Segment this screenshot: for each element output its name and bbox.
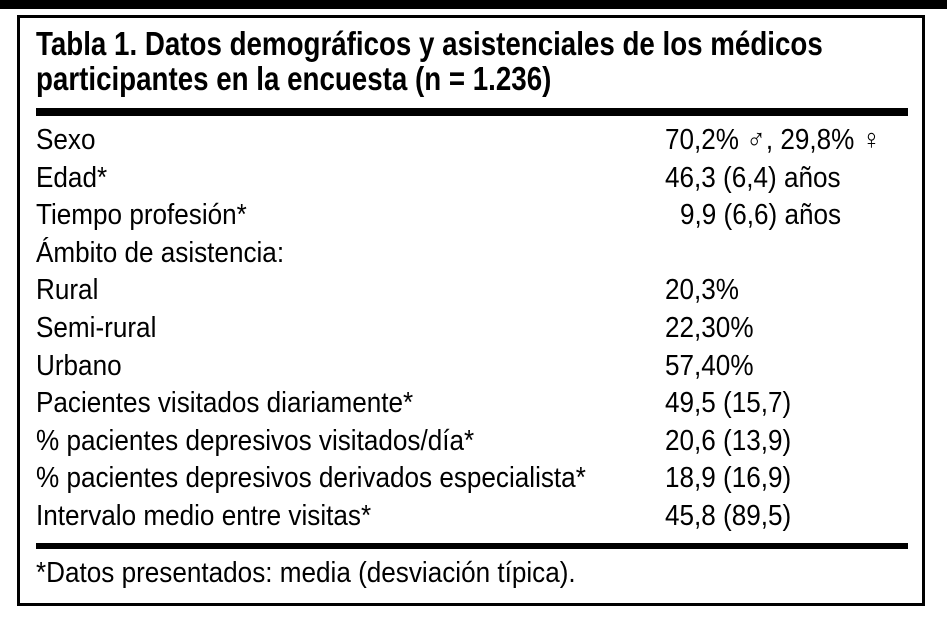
row-label-cell: Semi-rural xyxy=(36,310,665,348)
footnote-text: *Datos presentados: media (desviación tí… xyxy=(36,556,576,589)
table-row: Rural 20,3% xyxy=(36,272,908,310)
row-value-cell: 45,8 (89,5) xyxy=(665,498,908,536)
row-label-cell: Urbano xyxy=(36,348,665,386)
row-value: 9,9 (6,6) años xyxy=(680,199,842,232)
row-label: Urbano xyxy=(36,349,122,382)
table-row: Semi-rural 22,30% xyxy=(36,310,908,348)
table-footnote: *Datos presentados: media (desviación tí… xyxy=(36,556,908,589)
footnote-separator-rule xyxy=(36,542,908,549)
table-row: Pacientes visitados diariamente* 49,5 (1… xyxy=(36,385,908,423)
row-value-cell: 70,2% ♂, 29,8% ♀ xyxy=(665,122,908,160)
row-label-cell: % pacientes depresivos visitados/día* xyxy=(36,423,665,461)
row-value-cell: 20,6 (13,9) xyxy=(665,423,908,461)
row-value-cell: 46,3 (6,4) años xyxy=(665,160,908,198)
table-title: Tabla 1. Datos demográficos y asistencia… xyxy=(36,26,908,96)
row-label-cell: % pacientes depresivos derivados especia… xyxy=(36,460,665,498)
row-label: % pacientes depresivos visitados/día* xyxy=(36,424,475,457)
row-value: 20,6 (13,9) xyxy=(665,424,792,457)
table-title-line2: participantes en la encuesta (n = 1.236) xyxy=(36,60,552,97)
row-value: 57,40% xyxy=(665,349,754,382)
table-row: % pacientes depresivos derivados especia… xyxy=(36,460,908,498)
row-value-cell: 22,30% xyxy=(665,310,908,348)
row-value-cell: 57,40% xyxy=(665,348,908,386)
row-label: % pacientes depresivos derivados especia… xyxy=(36,462,586,495)
row-label: Semi-rural xyxy=(36,311,157,344)
row-value: 46,3 (6,4) años xyxy=(665,161,841,194)
row-label-cell: Tiempo profesión* xyxy=(36,197,665,235)
row-label-cell: Sexo xyxy=(36,122,665,160)
row-value: 20,3% xyxy=(665,274,740,307)
row-label: Edad* xyxy=(36,161,108,194)
row-label: Rural xyxy=(36,274,99,307)
title-separator-rule xyxy=(36,108,908,116)
row-value: 49,5 (15,7) xyxy=(665,387,792,420)
row-label-cell: Intervalo medio entre visitas* xyxy=(36,498,665,536)
row-value-cell: 20,3% xyxy=(665,272,908,310)
table-title-line1: Tabla 1. Datos demográficos y asistencia… xyxy=(36,25,823,62)
row-label: Sexo xyxy=(36,124,96,156)
table-row: Edad* 46,3 (6,4) años xyxy=(36,160,908,198)
table-row: % pacientes depresivos visitados/día* 20… xyxy=(36,423,908,461)
table-row: Sexo 70,2% ♂, 29,8% ♀ xyxy=(36,122,908,160)
row-label: Pacientes visitados diariamente* xyxy=(36,387,414,420)
row-label-cell: Rural xyxy=(36,272,665,310)
table-body: Sexo 70,2% ♂, 29,8% ♀ Edad* 46,3 (6,4) a… xyxy=(36,122,908,536)
row-value-cell xyxy=(665,235,908,273)
table1-frame: Tabla 1. Datos demográficos y asistencia… xyxy=(17,15,925,606)
table-row: Intervalo medio entre visitas* 45,8 (89,… xyxy=(36,498,908,536)
row-value-cell: 9,9 (6,6) años xyxy=(665,197,908,235)
row-value-cell: 18,9 (16,9) xyxy=(665,460,908,498)
row-label: Tiempo profesión* xyxy=(36,199,247,232)
row-label: Ámbito de asistencia: xyxy=(36,236,285,269)
row-label-cell: Ámbito de asistencia: xyxy=(36,235,665,273)
top-edge-rule xyxy=(0,0,947,9)
row-value: 18,9 (16,9) xyxy=(665,462,792,495)
row-value: 22,30% xyxy=(665,311,754,344)
row-label-cell: Pacientes visitados diariamente* xyxy=(36,385,665,423)
row-label-cell: Edad* xyxy=(36,160,665,198)
row-value: 70,2% ♂, 29,8% ♀ xyxy=(665,124,882,156)
row-value: 45,8 (89,5) xyxy=(665,499,792,532)
table-row: Ámbito de asistencia: xyxy=(36,235,908,273)
table-row: Urbano 57,40% xyxy=(36,348,908,386)
row-label: Intervalo medio entre visitas* xyxy=(36,499,372,532)
table-row: Tiempo profesión* 9,9 (6,6) años xyxy=(36,197,908,235)
row-value-cell: 49,5 (15,7) xyxy=(665,385,908,423)
